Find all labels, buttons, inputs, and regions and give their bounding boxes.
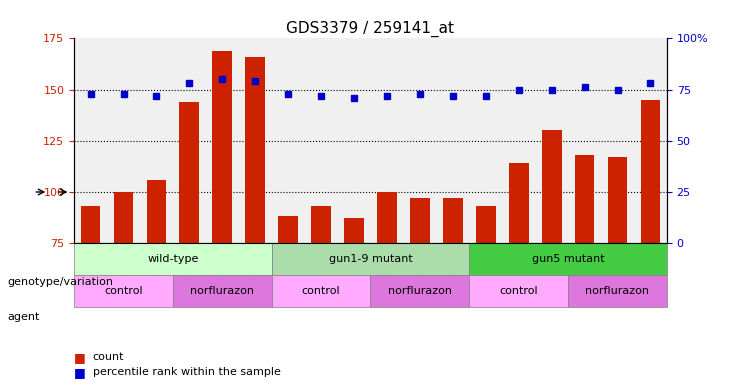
FancyBboxPatch shape [370, 275, 469, 307]
Bar [344, 218, 364, 243]
Text: norflurazon: norflurazon [388, 286, 452, 296]
Bar [147, 180, 166, 243]
FancyBboxPatch shape [272, 275, 370, 307]
Text: control: control [499, 286, 538, 296]
Bar [608, 157, 628, 243]
Text: ■: ■ [74, 351, 86, 364]
Title: GDS3379 / 259141_at: GDS3379 / 259141_at [287, 21, 454, 37]
Text: control: control [302, 286, 340, 296]
Text: gun1-9 mutant: gun1-9 mutant [328, 254, 413, 264]
Bar [213, 51, 232, 243]
Bar [377, 192, 397, 243]
Text: count: count [93, 352, 124, 362]
Bar [640, 100, 660, 243]
Text: control: control [104, 286, 143, 296]
FancyBboxPatch shape [173, 275, 272, 307]
FancyBboxPatch shape [469, 243, 667, 275]
FancyBboxPatch shape [469, 275, 568, 307]
FancyBboxPatch shape [568, 275, 667, 307]
Bar [476, 206, 496, 243]
Text: percentile rank within the sample: percentile rank within the sample [93, 367, 281, 377]
FancyBboxPatch shape [74, 275, 173, 307]
Bar [81, 206, 101, 243]
Bar [575, 155, 594, 243]
Bar [542, 131, 562, 243]
Text: wild-type: wild-type [147, 254, 199, 264]
Bar [245, 57, 265, 243]
Bar [279, 216, 298, 243]
Bar [179, 102, 199, 243]
Text: norflurazon: norflurazon [190, 286, 254, 296]
Text: norflurazon: norflurazon [585, 286, 650, 296]
Bar [113, 192, 133, 243]
Text: agent: agent [7, 312, 40, 322]
FancyBboxPatch shape [272, 243, 469, 275]
Bar [509, 163, 528, 243]
Bar [311, 206, 331, 243]
Text: gun5 mutant: gun5 mutant [532, 254, 605, 264]
Bar [410, 198, 430, 243]
Text: ■: ■ [74, 366, 86, 379]
Text: genotype/variation: genotype/variation [7, 277, 113, 287]
FancyBboxPatch shape [74, 243, 272, 275]
Bar [443, 198, 462, 243]
